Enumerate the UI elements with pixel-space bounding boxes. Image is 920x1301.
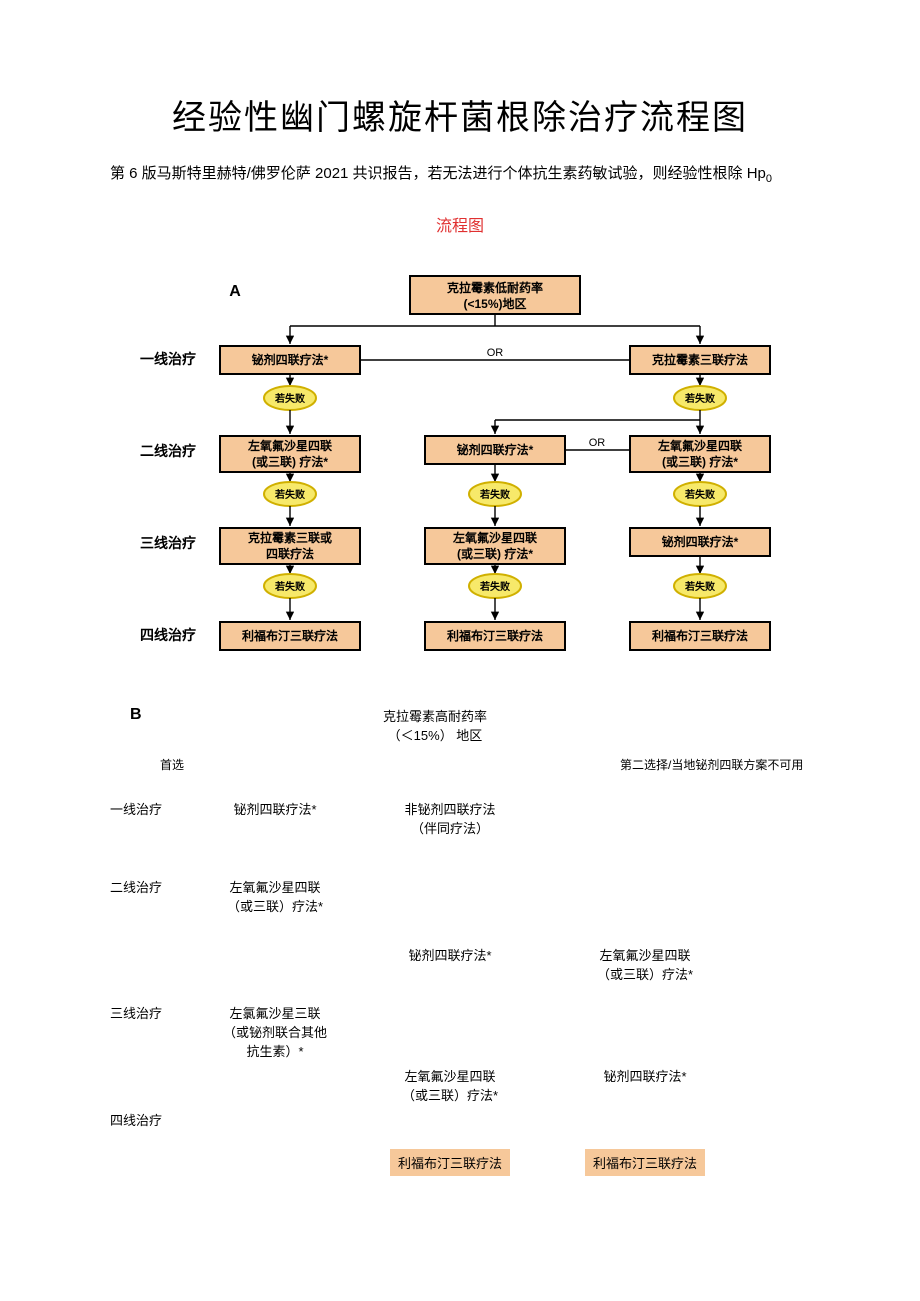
box-m4-text: 利福布汀三联疗法 [447,628,543,643]
section-b-title: 克拉霉素高耐药率 （＜15%） 地区 [210,706,660,744]
diagram-label: 流程图 [80,212,840,236]
row-label-3: 三线治疗 [140,535,196,551]
box-r2-a: 左氧氟沙星四联 [657,438,742,453]
fail-r2-text: 若失败 [684,488,715,501]
intro-sub: 0 [766,173,772,185]
b-r1-c1: 铋剂四联疗法* [200,799,350,818]
or-1: OR [487,347,504,359]
box-l4-text: 利福布汀三联疗法 [242,628,338,643]
box-r3-text: 铋剂四联疗法* [662,534,739,549]
b-r3-label: 三线治疗 [110,1003,200,1022]
row-label-2: 二线治疗 [140,443,196,459]
b-r3-c1: 左氯氟沙星三联（或铋剂联合其他抗生素）* [200,1003,350,1060]
box-r2-b: (或三联) 疗法* [662,454,738,469]
b-title-1: 克拉霉素高耐药率 [383,709,487,724]
fail-l1-text: 若失败 [274,392,305,405]
b-r1-c2: 非铋剂四联疗法（伴同疗法） [350,799,550,837]
b-r2b-c3: 左氧氟沙星四联（或三联）疗法* [550,945,740,983]
intro-text: 第 6 版马斯特里赫特/佛罗伦萨 2021 共识报告，若无法进行个体抗生素药敏试… [80,163,840,188]
box-l2-a: 左氧氟沙星四联 [247,438,332,453]
section-a-letter: A [229,283,241,300]
fail-l3-text: 若失败 [274,580,305,593]
b-r1-label: 一线治疗 [110,799,200,818]
box-m2-text: 铋剂四联疗法* [457,442,534,457]
fail-m2-text: 若失败 [479,488,510,501]
box-l1-text: 铋剂四联疗法* [252,352,329,367]
box-r4-text: 利福布汀三联疗法 [652,628,748,643]
row-label-1: 一线治疗 [140,351,196,367]
fail-r1-text: 若失败 [684,392,715,405]
b-r2b-c2: 铋剂四联疗法* [350,945,550,964]
b-sub-right: 第二选择/当地铋剂四联方案不可用 [620,756,810,773]
row-label-4: 四线治疗 [140,627,196,643]
section-b-letter: B [110,706,210,744]
section-b: B 克拉霉素高耐药率 （＜15%） 地区 首选 第二选择/当地铋剂四联方案不可用… [110,706,810,1176]
header-line1: 克拉霉素低耐药率 [447,280,543,295]
box-m3-b: (或三联) 疗法* [457,546,533,561]
intro-main: 第 6 版马斯特里赫特/佛罗伦萨 2021 共识报告，若无法进行个体抗生素药敏试… [110,165,766,182]
fail-m3-text: 若失败 [479,580,510,593]
b-r4-c2: 利福布汀三联疗法 [390,1149,510,1176]
flowchart-a: A 克拉霉素低耐药率 (<15%)地区 一线治疗 二线治疗 三线治疗 四线治疗 … [140,266,780,686]
header-line2: (<15%)地区 [463,296,526,311]
box-r1-text: 克拉霉素三联疗法 [652,352,748,367]
b-title-2: （＜15%） 地区 [388,728,483,743]
fail-r3-text: 若失败 [684,580,715,593]
b-sub-left: 首选 [110,756,290,773]
box-l2-b: (或三联) 疗法* [252,454,328,469]
box-m3-a: 左氧氟沙星四联 [452,530,537,545]
b-r3-c3: 铋剂四联疗法* [550,1066,740,1085]
fail-l2-text: 若失败 [274,488,305,501]
b-r2-c1: 左氧氟沙星四联（或三联）疗法* [200,877,350,915]
or-2: OR [589,437,606,449]
b-r2-label: 二线治疗 [110,877,200,896]
page-title: 经验性幽门螺旋杆菌根除治疗流程图 [80,90,840,139]
b-r3-c2: 左氧氟沙星四联（或三联）疗法* [350,1066,550,1104]
b-r4-label: 四线治疗 [110,1110,200,1129]
b-r4-c3: 利福布汀三联疗法 [585,1149,705,1176]
box-l3-a: 克拉霉素三联或 [248,530,332,545]
box-l3-b: 四联疗法 [266,546,314,561]
